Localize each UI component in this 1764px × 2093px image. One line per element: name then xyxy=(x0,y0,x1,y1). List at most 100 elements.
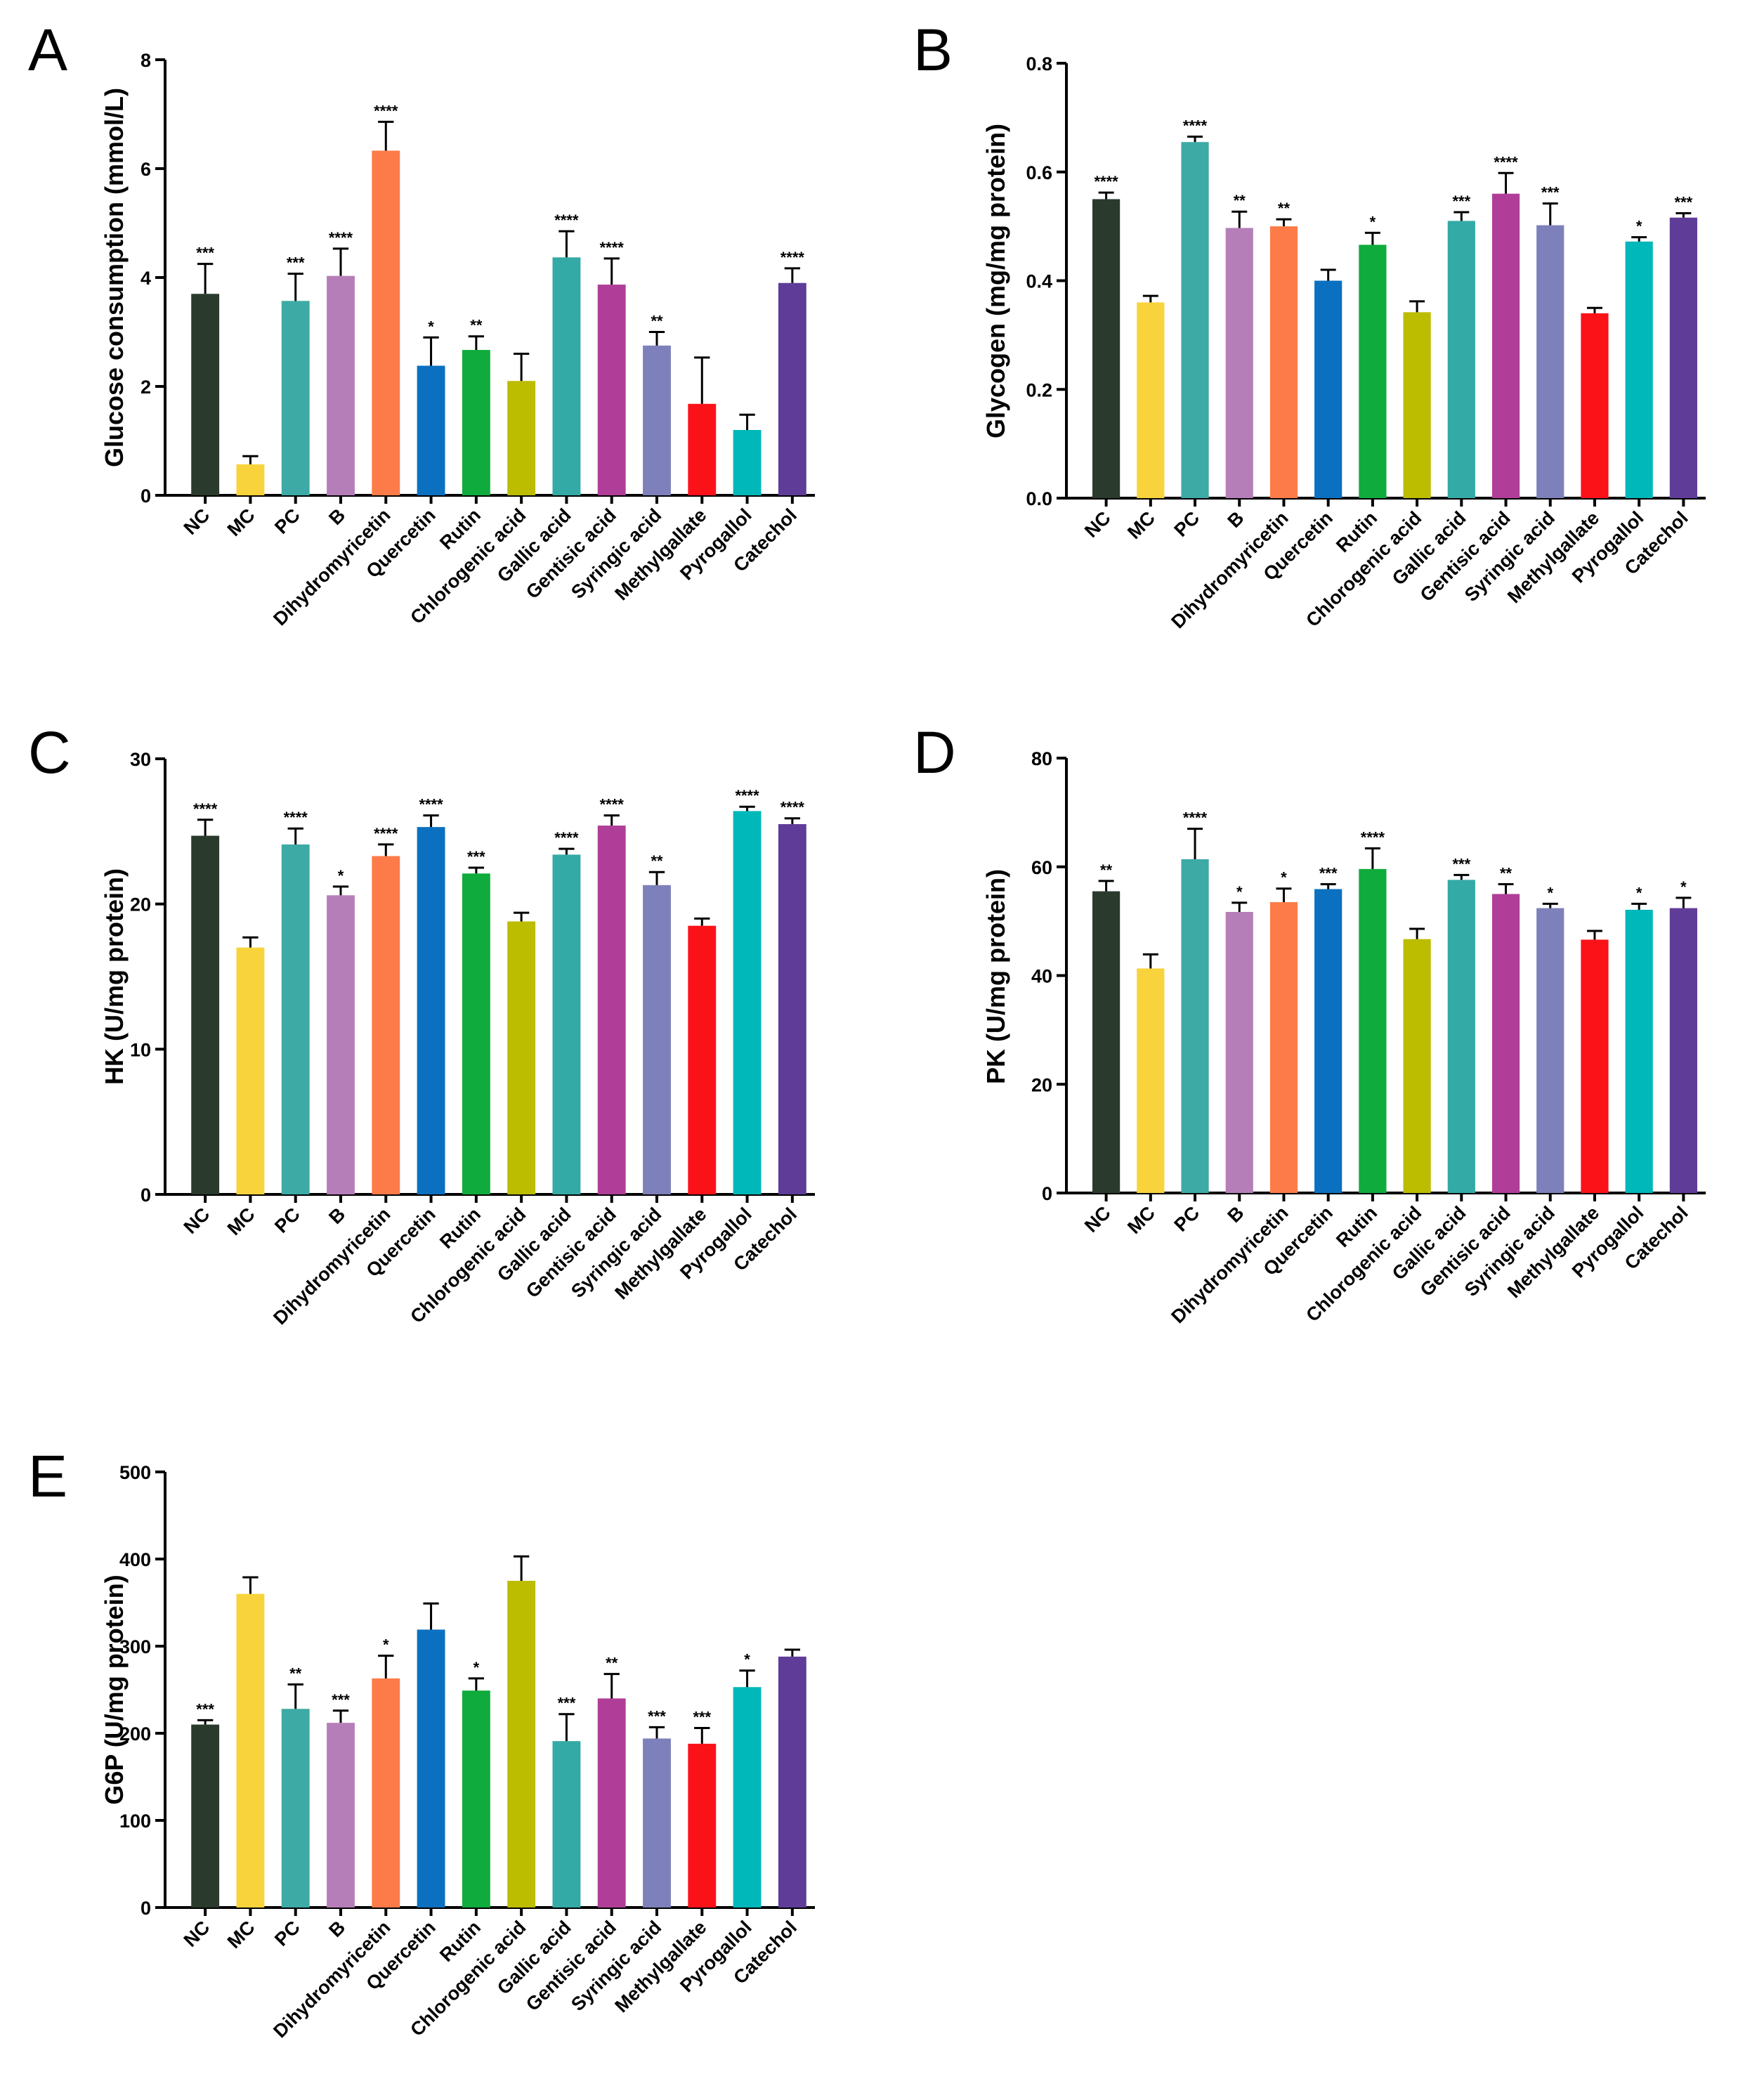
x-category-label: PC xyxy=(1170,1202,1204,1236)
y-tick-label: 40 xyxy=(1031,966,1052,987)
significance-label: ** xyxy=(289,1665,302,1683)
bar-chlorogenic-acid xyxy=(1403,312,1431,498)
significance-label: * xyxy=(383,1636,389,1654)
bar-catechol xyxy=(1669,217,1697,498)
bar-methylgallate xyxy=(1581,939,1609,1193)
bar-methylgallate xyxy=(688,403,717,495)
bar-syringic-acid xyxy=(1536,908,1564,1193)
bar-gallic-acid xyxy=(1447,880,1475,1193)
x-category-label: PC xyxy=(270,1204,304,1237)
bar-mc xyxy=(236,1593,265,1908)
x-category-label: NC xyxy=(180,1917,214,1951)
significance-label: **** xyxy=(374,825,398,842)
significance-label: *** xyxy=(1319,865,1338,882)
bar-methylgallate xyxy=(688,925,717,1194)
significance-label: ** xyxy=(1278,200,1291,217)
bar-b xyxy=(1225,228,1253,498)
bar-gentisic-acid xyxy=(597,1698,626,1908)
significance-label: *** xyxy=(1452,193,1470,210)
significance-label: *** xyxy=(558,1695,576,1712)
significance-label: *** xyxy=(467,848,485,866)
significance-label: *** xyxy=(287,254,305,272)
significance-label: *** xyxy=(1452,855,1470,873)
significance-label: **** xyxy=(780,249,805,266)
x-category-label: PC xyxy=(270,504,304,538)
y-tick-label: 500 xyxy=(119,1462,151,1483)
x-category-label: B xyxy=(1223,507,1248,532)
bar-nc xyxy=(1092,199,1121,498)
significance-label: * xyxy=(1370,213,1376,230)
significance-label: * xyxy=(744,1651,750,1669)
significance-label: **** xyxy=(600,796,625,814)
significance-label: **** xyxy=(1183,117,1208,134)
bar-gallic-acid xyxy=(552,257,581,495)
panel-letter: B xyxy=(913,17,953,83)
significance-label: * xyxy=(473,1659,480,1676)
y-tick-label: 30 xyxy=(130,749,151,770)
y-tick-label: 0 xyxy=(141,1185,151,1206)
bar-rutin xyxy=(462,873,490,1194)
y-tick-label: 0 xyxy=(141,485,151,507)
bar-dihydromyricetin xyxy=(372,1678,400,1908)
bar-gallic-acid xyxy=(552,854,581,1194)
significance-label: **** xyxy=(329,229,353,247)
y-tick-label: 2 xyxy=(141,377,151,398)
significance-label: * xyxy=(1236,883,1243,901)
bar-chlorogenic-acid xyxy=(1403,939,1431,1193)
bar-pc xyxy=(281,1709,310,1908)
significance-label: ** xyxy=(1234,192,1246,209)
panel-letter: E xyxy=(28,1443,67,1509)
bar-methylgallate xyxy=(1581,313,1609,498)
bar-pc xyxy=(281,844,310,1194)
y-tick-label: 20 xyxy=(130,894,151,915)
bar-pyrogallol xyxy=(1625,241,1653,498)
bar-pyrogallol xyxy=(733,811,762,1194)
y-tick-label: 0.0 xyxy=(1026,488,1052,509)
y-tick-label: 0.2 xyxy=(1026,379,1052,400)
bar-pc xyxy=(281,301,310,495)
significance-label: **** xyxy=(374,102,398,119)
y-tick-label: 300 xyxy=(119,1636,151,1657)
bar-syringic-acid xyxy=(643,345,671,495)
x-category-label: PC xyxy=(1170,507,1204,541)
significance-label: ** xyxy=(1500,865,1513,882)
bar-gentisic-acid xyxy=(1491,894,1520,1193)
x-category-label: B xyxy=(325,504,349,529)
bar-syringic-acid xyxy=(643,885,671,1194)
significance-label: *** xyxy=(332,1691,350,1709)
bar-pyrogallol xyxy=(733,430,762,495)
bar-dihydromyricetin xyxy=(372,150,400,496)
significance-label: **** xyxy=(193,800,218,818)
bar-mc xyxy=(1137,302,1165,498)
significance-label: ** xyxy=(1100,861,1113,879)
panel-letter: D xyxy=(913,719,956,785)
significance-label: *** xyxy=(1541,184,1560,202)
significance-label: **** xyxy=(600,239,625,256)
significance-label: **** xyxy=(554,829,579,847)
bar-mc xyxy=(1137,968,1165,1193)
significance-label: * xyxy=(338,867,344,885)
bar-chlorogenic-acid xyxy=(507,381,536,495)
bar-catechol xyxy=(778,824,806,1194)
y-axis-title: Glycogen (mg/mg protein) xyxy=(981,124,1010,438)
significance-label: **** xyxy=(419,796,443,814)
panel-letter: A xyxy=(28,17,67,83)
x-category-label: MC xyxy=(223,1917,259,1952)
bar-quercetin xyxy=(417,827,445,1194)
y-tick-label: 0.4 xyxy=(1026,271,1052,292)
bar-catechol xyxy=(778,1656,806,1908)
bar-chlorogenic-acid xyxy=(507,1581,536,1908)
x-category-label: B xyxy=(325,1917,349,1941)
significance-label: **** xyxy=(284,809,308,826)
bar-catechol xyxy=(1669,908,1697,1193)
y-axis-title: Glucose consumption (mmol/L) xyxy=(100,88,129,467)
bar-pc xyxy=(1181,142,1209,498)
bar-b xyxy=(327,275,355,495)
x-category-label: B xyxy=(1223,1202,1248,1227)
significance-label: *** xyxy=(196,1700,214,1718)
significance-label: *** xyxy=(196,244,214,262)
